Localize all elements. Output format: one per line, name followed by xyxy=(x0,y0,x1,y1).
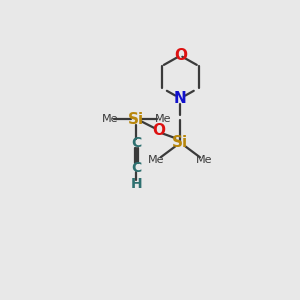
Text: C: C xyxy=(131,161,142,175)
Text: N: N xyxy=(174,91,187,106)
Text: C: C xyxy=(131,136,142,150)
Text: Me: Me xyxy=(148,154,164,165)
Text: Me: Me xyxy=(196,154,213,165)
Text: H: H xyxy=(130,177,142,191)
Text: O: O xyxy=(152,123,165,138)
Text: Me: Me xyxy=(102,114,118,124)
Text: Si: Si xyxy=(172,135,188,150)
Text: O: O xyxy=(174,48,187,63)
Text: Me: Me xyxy=(155,114,171,124)
Text: Si: Si xyxy=(128,112,145,127)
